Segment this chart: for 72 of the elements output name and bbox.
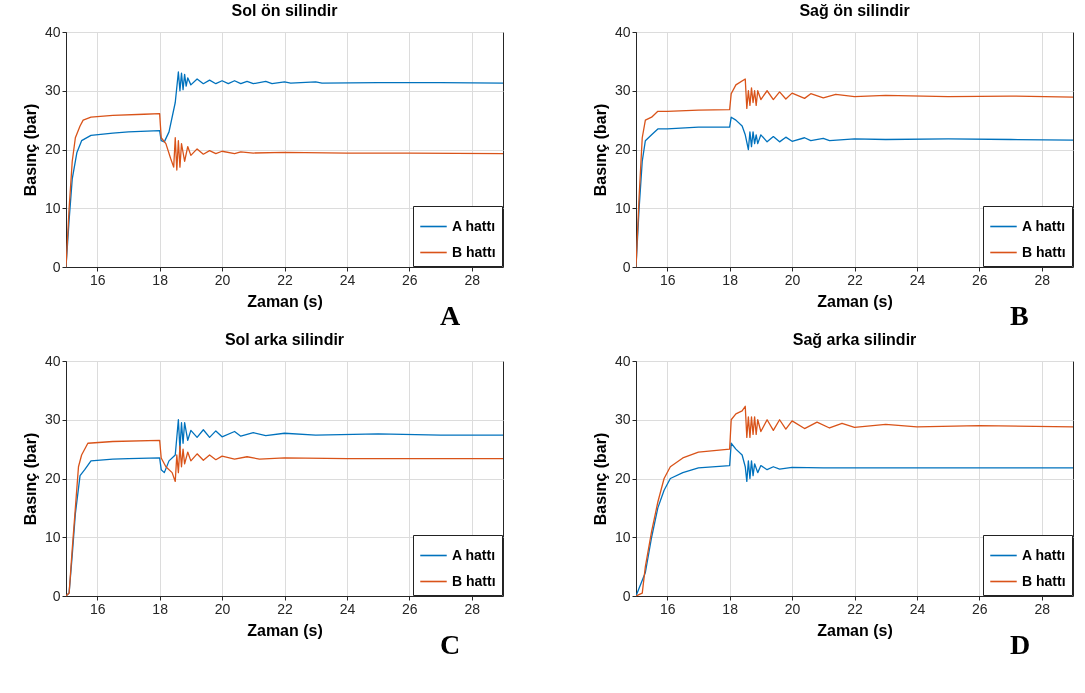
x-tick-label: 24 [909, 600, 926, 617]
x-tick-label: 20 [214, 600, 231, 617]
y-tick-label: 0 [622, 587, 631, 604]
legend-label: A hattı [1022, 546, 1066, 563]
x-tick-label: 24 [339, 271, 356, 288]
x-tick-label: 22 [277, 271, 293, 288]
text: A [440, 300, 461, 332]
x-tick-label: 16 [659, 271, 676, 288]
x-axis-title: Zaman (s) [817, 292, 893, 310]
legend-label: B hattı [452, 572, 496, 589]
legend-label: B hattı [1022, 243, 1066, 260]
x-tick-label: 18 [722, 271, 739, 288]
x-tick-label: 18 [152, 600, 169, 617]
legend-label: A hattı [452, 217, 496, 234]
x-tick-label: 26 [972, 271, 988, 288]
y-tick-label: 10 [44, 199, 61, 216]
y-tick-label: 40 [44, 352, 61, 369]
x-tick-label: 24 [339, 600, 356, 617]
y-tick-label: 0 [622, 258, 631, 275]
chart-title: Sağ arka silindir [792, 331, 917, 348]
y-tick-label: 0 [52, 258, 61, 275]
x-tick-label: 22 [277, 600, 293, 617]
x-tick-label: 16 [89, 271, 106, 288]
x-tick-label: 26 [402, 600, 418, 617]
chart-title: Sağ ön silindir [799, 2, 910, 19]
y-axis-title: Basınç (bar) [21, 432, 39, 526]
y-tick-label: 40 [614, 23, 631, 40]
y-tick-label: 40 [44, 23, 61, 40]
x-tick-label: 28 [1034, 600, 1051, 617]
y-tick-label: 30 [614, 82, 631, 99]
text: B [1010, 300, 1029, 332]
x-tick-label: 28 [464, 600, 481, 617]
x-tick-label: 26 [402, 271, 418, 288]
y-tick-label: 0 [52, 587, 61, 604]
y-tick-label: 10 [44, 528, 61, 545]
chart-title: Sol arka silindir [224, 331, 345, 348]
x-tick-label: 26 [972, 600, 988, 617]
x-tick-label: 16 [659, 600, 676, 617]
y-tick-label: 30 [44, 411, 61, 428]
y-tick-label: 10 [614, 528, 631, 545]
y-axis-title: Basınç (bar) [591, 432, 609, 526]
x-axis-title: Zaman (s) [817, 621, 893, 639]
y-tick-label: 30 [44, 82, 61, 99]
x-tick-label: 16 [89, 600, 106, 617]
y-tick-label: 30 [614, 411, 631, 428]
x-tick-label: 20 [214, 271, 231, 288]
legend-label: B hattı [1022, 572, 1066, 589]
x-tick-label: 20 [784, 600, 801, 617]
text: C [440, 629, 461, 661]
x-tick-label: 20 [784, 271, 801, 288]
chart-title: Sol ön silindir [231, 2, 338, 19]
y-axis-title: Basınç (bar) [591, 103, 609, 197]
y-tick-label: 40 [614, 352, 631, 369]
y-tick-label: 20 [614, 141, 631, 157]
x-axis-title: Zaman (s) [247, 292, 323, 310]
y-tick-label: 20 [614, 470, 631, 486]
x-tick-label: 22 [847, 600, 863, 617]
x-tick-label: 18 [152, 271, 169, 288]
x-tick-label: 22 [847, 271, 863, 288]
y-axis-title: Basınç (bar) [21, 103, 39, 197]
legend-label: A hattı [452, 546, 496, 563]
x-tick-label: 18 [722, 600, 739, 617]
legend-label: A hattı [1022, 217, 1066, 234]
x-tick-label: 28 [464, 271, 481, 288]
x-tick-label: 24 [909, 271, 926, 288]
y-tick-label: 20 [44, 470, 61, 486]
y-tick-label: 20 [44, 141, 61, 157]
text: D [1010, 629, 1031, 661]
x-tick-label: 28 [1034, 271, 1051, 288]
y-tick-label: 10 [614, 199, 631, 216]
x-axis-title: Zaman (s) [247, 621, 323, 639]
legend-label: B hattı [452, 243, 496, 260]
